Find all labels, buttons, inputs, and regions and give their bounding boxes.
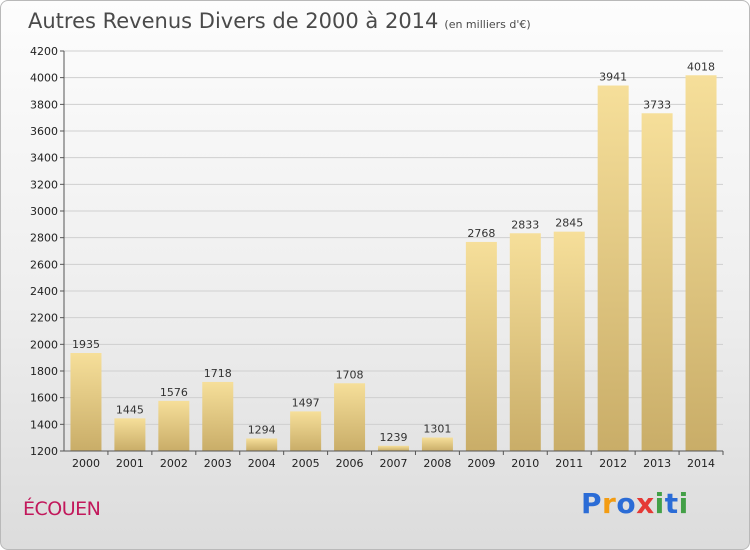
bar <box>70 353 102 451</box>
x-tick-label: 2012 <box>599 457 627 470</box>
data-label: 2833 <box>511 218 539 231</box>
x-tick-label: 2001 <box>116 457 144 470</box>
x-tick-label: 2013 <box>643 457 671 470</box>
x-tick-label: 2006 <box>336 457 364 470</box>
data-label: 1497 <box>292 396 320 409</box>
data-label: 2768 <box>467 227 495 240</box>
y-tick-label: 3400 <box>30 152 58 165</box>
data-label: 1445 <box>116 403 144 416</box>
proxiti-logo: Proxiti <box>581 487 689 520</box>
y-tick-label: 3800 <box>30 98 58 111</box>
x-tick-label: 2003 <box>204 457 232 470</box>
x-tick-label: 2008 <box>423 457 451 470</box>
x-axis: 2000 2001 2002 2003 2004 2005 2006 2007 2008 2009… <box>64 450 724 470</box>
x-tick-label: 2014 <box>687 457 715 470</box>
y-tick-label: 4200 <box>30 45 58 58</box>
y-tick-label: 2400 <box>30 285 58 298</box>
bar <box>509 233 541 451</box>
y-tick-label: 3200 <box>30 178 58 191</box>
x-tick-label: 2011 <box>555 457 583 470</box>
y-tick-label: 2000 <box>30 338 58 351</box>
bar <box>553 231 585 451</box>
bar <box>290 411 322 451</box>
y-tick-label: 1400 <box>30 418 58 431</box>
y-axis: 1200 1400 1600 1800 2000 2200 2400 2600 2800 3000… <box>30 45 65 458</box>
logo-letter: x <box>636 487 655 520</box>
x-tick-label: 2007 <box>380 457 408 470</box>
x-tick-label: 2004 <box>248 457 276 470</box>
chart-title-text: Autres Revenus Divers de 2000 à 2014 <box>28 9 439 33</box>
data-label: 1239 <box>380 431 408 444</box>
bars: 1935 1445 1576 1718 1294 1497 1708 1239 1301 2768… <box>70 60 717 452</box>
bar <box>378 445 409 451</box>
logo-letter: i <box>678 487 689 520</box>
chart-subtitle: (en milliers d'€) <box>444 18 531 31</box>
x-tick-label: 2002 <box>160 457 188 470</box>
logo-letter: o <box>616 487 637 520</box>
logo-letter: i <box>654 487 665 520</box>
data-label: 3733 <box>643 98 671 111</box>
bar <box>465 241 497 451</box>
data-label: 1294 <box>248 423 276 436</box>
data-label: 1935 <box>72 338 100 351</box>
bar <box>685 75 717 452</box>
place-name: ÉCOUEN <box>23 498 101 520</box>
x-tick-label: 2010 <box>511 457 539 470</box>
bar <box>421 437 453 451</box>
bar <box>246 438 278 451</box>
bar <box>334 383 366 451</box>
bar <box>597 85 629 452</box>
x-tick-label: 2009 <box>467 457 495 470</box>
x-tick-label: 2005 <box>292 457 320 470</box>
data-label: 1708 <box>336 368 364 381</box>
y-tick-label: 3000 <box>30 205 58 218</box>
bar <box>114 418 146 451</box>
data-label: 4018 <box>687 60 715 73</box>
logo-letter: P <box>581 487 603 520</box>
logo-letter: t <box>664 487 679 520</box>
x-tick-label: 2000 <box>72 457 100 470</box>
bar <box>158 400 190 451</box>
y-tick-label: 1800 <box>30 365 58 378</box>
y-tick-label: 2800 <box>30 232 58 245</box>
y-tick-label: 4000 <box>30 72 58 85</box>
data-label: 1301 <box>423 423 451 436</box>
data-label: 1718 <box>204 367 232 380</box>
logo-letter: r <box>602 487 617 520</box>
data-label: 2845 <box>555 217 583 230</box>
y-tick-label: 2600 <box>30 258 58 271</box>
data-label: 3941 <box>599 71 627 84</box>
bar <box>202 381 234 451</box>
chart-title: Autres Revenus Divers de 2000 à 2014 (en … <box>28 9 531 33</box>
y-tick-label: 2200 <box>30 312 58 325</box>
y-tick-label: 3600 <box>30 125 58 138</box>
bar <box>641 113 673 452</box>
y-tick-label: 1200 <box>30 445 58 458</box>
data-label: 1576 <box>160 386 188 399</box>
y-tick-label: 1600 <box>30 392 58 405</box>
